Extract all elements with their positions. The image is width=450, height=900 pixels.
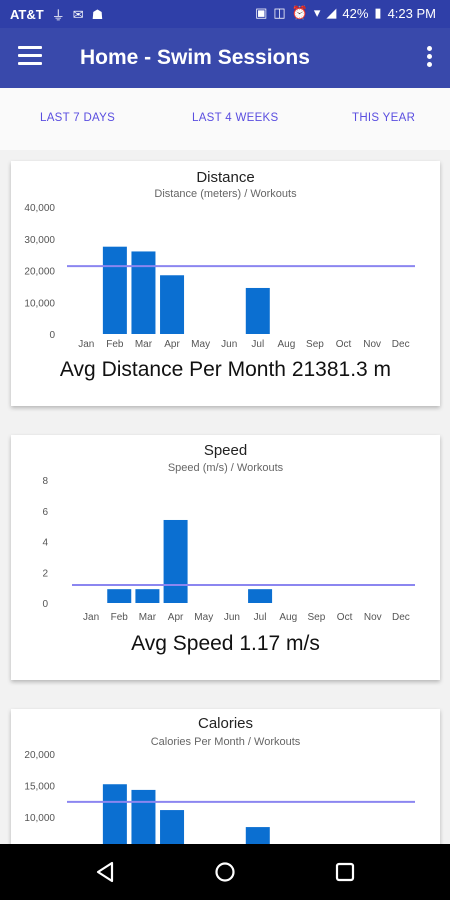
x-tick-label: Dec — [392, 612, 410, 623]
y-tick-label: 6 — [42, 507, 48, 518]
x-tick-label: Aug — [279, 612, 297, 623]
page-title: Home - Swim Sessions — [80, 46, 310, 69]
wifi-icon: ▾ — [313, 5, 321, 20]
back-icon[interactable] — [92, 858, 120, 886]
time-range-tabs: LAST 7 DAYS LAST 4 WEEKS THIS YEAR — [0, 88, 450, 150]
y-tick-label: 40,000 — [24, 203, 55, 214]
bar — [163, 519, 188, 603]
x-tick-label: Sep — [306, 339, 324, 350]
speed-summary: Avg Speed 1.17 m/s — [131, 632, 320, 655]
x-tick-label: Nov — [364, 612, 382, 623]
card-subtitle: Calories Per Month / Workouts — [150, 736, 301, 748]
y-tick-label: 20,000 — [24, 750, 55, 761]
card-subtitle: Distance (meters) / Workouts — [154, 188, 297, 200]
y-tick-label: 4 — [42, 538, 48, 549]
x-tick-label: Jan — [83, 612, 99, 623]
x-tick-label: Sep — [308, 612, 326, 623]
tab-last-4-weeks[interactable]: LAST 4 WEEKS — [192, 112, 279, 124]
status-bar: AT&T ⏚ ✉ ☗ ▣ ◫ ⏰ ▾ ◢ 42% ▮ 4:23 PM — [0, 0, 450, 28]
y-tick-label: 10,000 — [24, 813, 55, 824]
app-bar: Home - Swim Sessions — [0, 28, 450, 88]
bar — [245, 287, 270, 334]
clock: 4:23 PM — [387, 5, 436, 21]
calories-card: 20,00015,00010,000JanFebMarAprMayJunJulA… — [11, 709, 440, 869]
distance-card: 40,000 30,000 20,000 10,000 0 Jan Feb Mar Apr May… — [11, 161, 440, 406]
y-tick-label: 10,000 — [24, 298, 55, 309]
tab-last-7-days[interactable]: LAST 7 DAYS — [40, 112, 116, 124]
bar — [102, 246, 127, 334]
x-tick-label: Jan — [78, 339, 94, 350]
bar — [131, 251, 156, 334]
x-tick-label: Oct — [336, 339, 352, 350]
x-tick-label: Feb — [106, 339, 124, 350]
x-tick-label: Mar — [139, 612, 157, 623]
card-title: Calories — [197, 715, 254, 732]
x-tick-label: Mar — [135, 339, 153, 350]
alarm-icon: ⏰ — [291, 5, 308, 20]
x-tick-label: Nov — [363, 339, 381, 350]
recents-icon[interactable] — [331, 858, 359, 886]
x-tick-label: May — [191, 339, 210, 350]
x-tick-label: Jun — [221, 339, 237, 350]
x-tick-label: Aug — [277, 339, 295, 350]
distance-chart: 40,000 30,000 20,000 10,000 0 Jan Feb Mar Apr May… — [24, 203, 415, 350]
card-title: Distance — [196, 169, 255, 186]
bar — [135, 589, 160, 603]
card-title: Speed — [203, 442, 248, 459]
x-tick-label: Jul — [251, 339, 264, 350]
x-tick-label: May — [194, 612, 213, 623]
bar — [248, 589, 273, 603]
y-tick-label: 30,000 — [24, 235, 55, 246]
y-tick-label: 8 — [42, 476, 48, 487]
x-tick-label: Oct — [337, 612, 353, 623]
home-icon[interactable] — [211, 858, 239, 886]
x-tick-label: Apr — [168, 612, 184, 623]
y-tick-label: 15,000 — [24, 782, 55, 793]
x-tick-label: Feb — [111, 612, 129, 623]
y-tick-label: 0 — [49, 330, 55, 341]
bar — [107, 589, 132, 603]
speed-card: 8 6 4 2 0 Jan Feb Mar Apr May Jun Jul Aug Sep Oct Nov De… — [11, 435, 440, 680]
card-subtitle: Speed (m/s) / Workouts — [167, 462, 284, 474]
distance-summary: Avg Distance Per Month 21381.3 m — [59, 358, 392, 381]
y-tick-label: 20,000 — [24, 267, 55, 278]
bar — [160, 275, 185, 334]
overflow-menu-icon[interactable] — [424, 46, 434, 70]
y-tick-label: 2 — [42, 568, 48, 579]
x-tick-label: Apr — [164, 339, 180, 350]
battery-icon: ▮ — [374, 5, 382, 20]
tab-this-year[interactable]: THIS YEAR — [352, 112, 416, 124]
y-tick-label: 0 — [42, 599, 48, 610]
x-tick-label: Dec — [392, 339, 410, 350]
hamburger-menu-icon[interactable] — [18, 46, 42, 68]
android-icon: ☗ — [91, 6, 104, 22]
x-tick-label: Jul — [254, 612, 267, 623]
signal-icon: ◢ — [326, 5, 337, 20]
x-tick-label: Jun — [224, 612, 240, 623]
vibrate-icon: ◫ — [273, 5, 286, 20]
carrier-label: AT&T — [10, 7, 44, 22]
message-icon: ✉ — [72, 6, 84, 22]
system-nav-bar — [0, 844, 450, 900]
usb-icon: ⏚ — [51, 8, 65, 23]
speed-chart: 8 6 4 2 0 Jan Feb Mar Apr May Jun Jul Aug Sep Oct Nov De… — [42, 476, 415, 623]
nfc-icon: ▣ — [255, 5, 268, 20]
battery-level: 42% — [342, 5, 369, 21]
